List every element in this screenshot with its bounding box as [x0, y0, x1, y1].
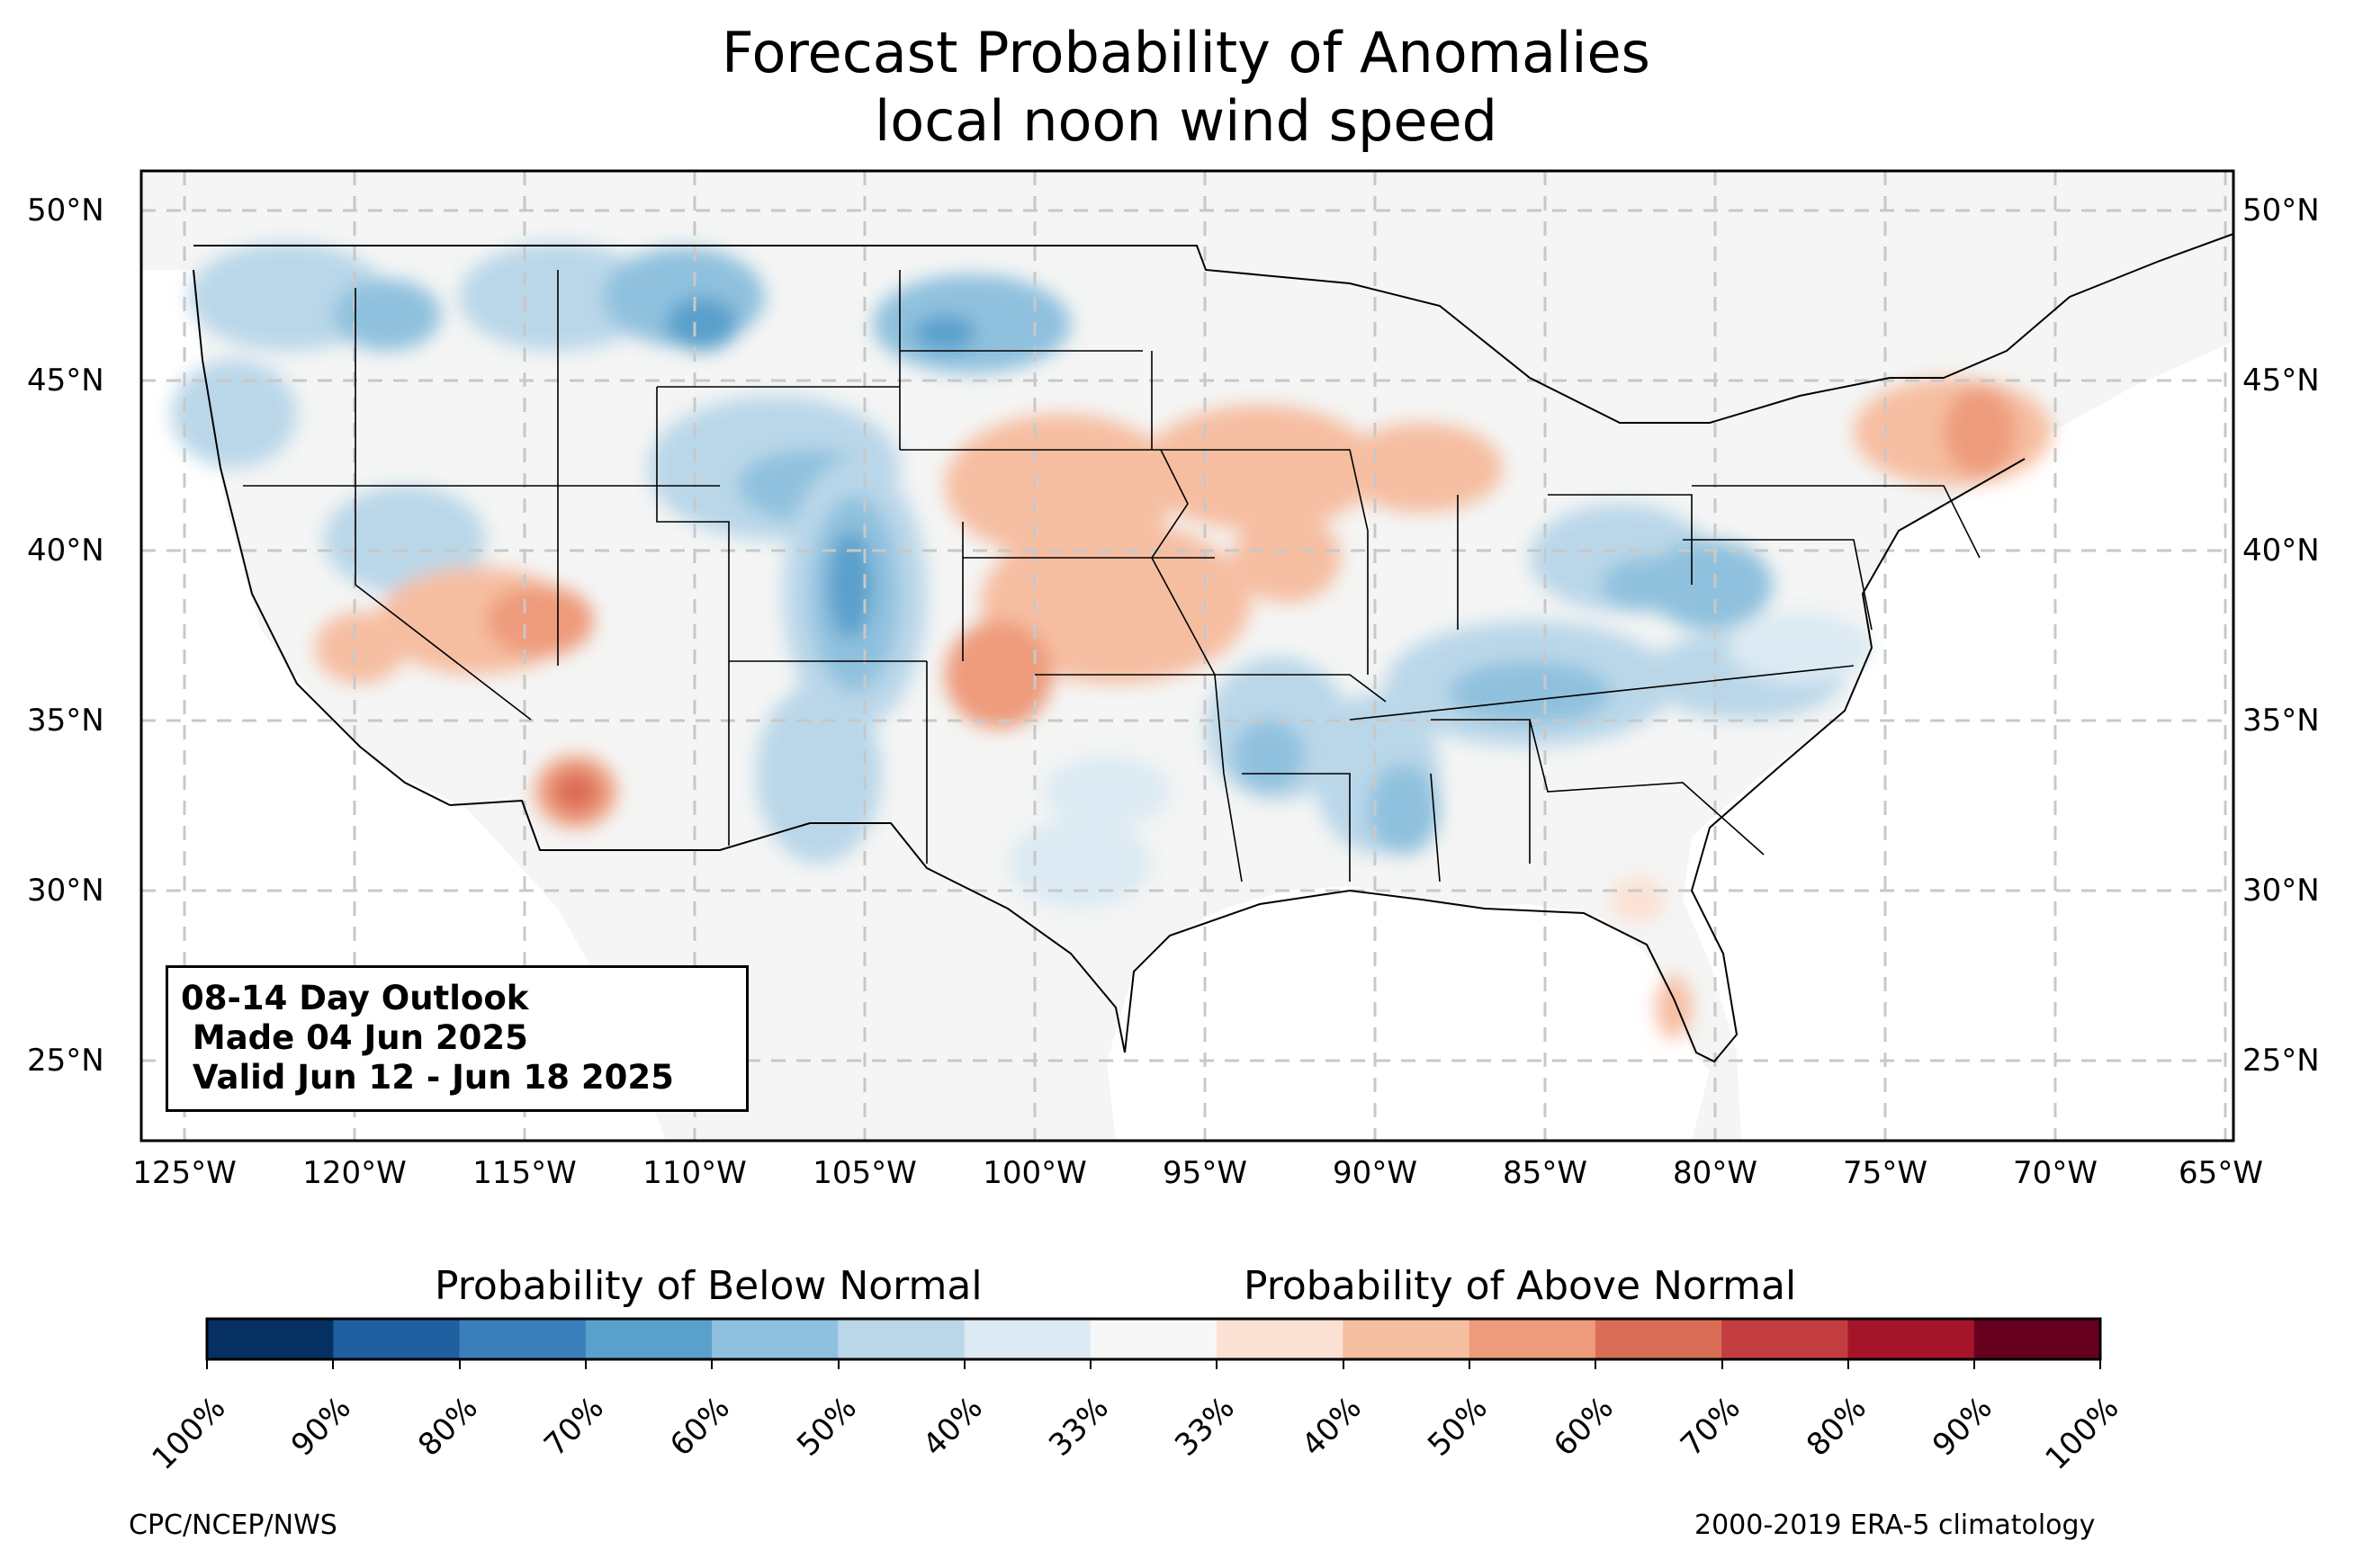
colorbar-segment [1090, 1319, 1217, 1359]
lat-label-left: 30°N [27, 873, 104, 909]
colorbar-segment [1595, 1319, 1722, 1359]
lon-label: 70°W [2013, 1155, 2098, 1191]
lat-label-left: 50°N [27, 193, 104, 228]
colorbar-segment [1343, 1319, 1470, 1359]
lat-label-right: 50°N [2242, 193, 2320, 228]
colorbar-segment [1469, 1319, 1596, 1359]
below-normal-label: Probability of Below Normal [435, 1263, 983, 1309]
lon-label: 120°W [302, 1155, 407, 1191]
lat-label-right: 45°N [2242, 363, 2320, 399]
lon-label: 75°W [1843, 1155, 1927, 1191]
lon-label: 90°W [1333, 1155, 1417, 1191]
colorbar-segment [333, 1319, 461, 1359]
lat-label-right: 35°N [2242, 703, 2320, 739]
lon-label: 105°W [813, 1155, 917, 1191]
outlook-info-box: 08-14 Day Outlook Made 04 Jun 2025 Valid… [166, 965, 749, 1112]
atlantic-ocean [1683, 342, 2233, 1141]
lat-label-left: 25°N [27, 1043, 104, 1079]
colorbar-segment [1217, 1319, 1343, 1359]
lon-label: 95°W [1163, 1155, 1247, 1191]
west-coast [193, 269, 451, 806]
lat-label-left: 35°N [27, 703, 104, 739]
map-title: Forecast Probability of Anomalies [722, 20, 1650, 85]
pacific-ocean [141, 270, 666, 1141]
boundaries [193, 233, 2233, 1063]
outlook-valid-range: Valid Jun 12 - Jun 18 2025 [181, 1058, 674, 1097]
lon-label: 80°W [1673, 1155, 1757, 1191]
gulf-coast [1124, 458, 2026, 1063]
colorbar [207, 1319, 2101, 1359]
lon-label: 85°W [1503, 1155, 1587, 1191]
lon-label: 115°W [472, 1155, 577, 1191]
lon-label: 125°W [132, 1155, 237, 1191]
colorbar-segment [585, 1319, 713, 1359]
lon-label: 110°W [642, 1155, 747, 1191]
colorbar-segment [207, 1319, 334, 1359]
colorbar-segment [964, 1319, 1092, 1359]
lat-label-right: 40°N [2242, 533, 2320, 569]
state-lines [243, 270, 1981, 883]
lat-label-left: 40°N [27, 533, 104, 569]
outlook-period: 08-14 Day Outlook [181, 979, 529, 1017]
probability-shading [171, 243, 2052, 1039]
lon-label: 100°W [983, 1155, 1087, 1191]
colorbar-segment [1847, 1319, 1975, 1359]
gulf-of-mexico [1107, 886, 1710, 1141]
colorbar-segment [712, 1319, 839, 1359]
lat-label-left: 45°N [27, 363, 104, 399]
colorbar-tickmarks [206, 1359, 2101, 1369]
us-mexico-border [449, 799, 1126, 1053]
outlook-made-date: Made 04 Jun 2025 [181, 1018, 528, 1057]
colorbar-frame [205, 1317, 2102, 1361]
map-frame [139, 169, 2235, 1142]
lat-label-right: 30°N [2242, 873, 2320, 909]
lat-label-right: 25°N [2242, 1043, 2320, 1079]
credit-source: CPC/NCEP/NWS [129, 1510, 337, 1541]
us-canada-border [193, 233, 2233, 424]
colorbar-segment [1721, 1319, 1848, 1359]
lon-label: 65°W [2179, 1155, 2263, 1191]
map-subtitle: local noon wind speed [875, 88, 1497, 154]
colorbar-segment [1973, 1319, 2101, 1359]
above-normal-label: Probability of Above Normal [1244, 1263, 1797, 1309]
colorbar-segment [459, 1319, 587, 1359]
colorbar-segment [838, 1319, 966, 1359]
credit-climatology: 2000-2019 ERA-5 climatology [1694, 1510, 2096, 1541]
